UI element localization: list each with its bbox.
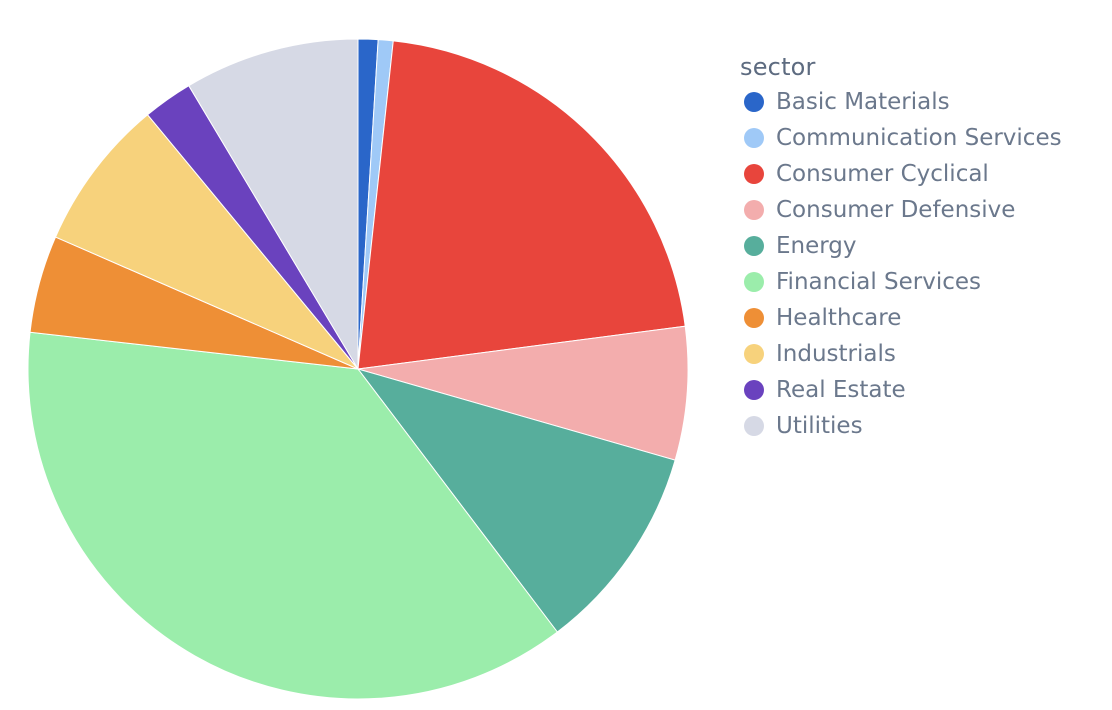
legend-swatch-icon (744, 344, 764, 364)
legend-item-healthcare[interactable]: Healthcare (740, 300, 1100, 336)
legend-item-basic-materials[interactable]: Basic Materials (740, 84, 1100, 120)
legend-item-real-estate[interactable]: Real Estate (740, 372, 1100, 408)
legend-label: Industrials (776, 341, 896, 367)
legend: sector Basic Materials Communication Serv… (740, 50, 1100, 444)
legend-swatch-icon (744, 272, 764, 292)
legend-label: Consumer Cyclical (776, 161, 989, 187)
legend-label: Energy (776, 233, 857, 259)
legend-label: Utilities (776, 413, 863, 439)
legend-swatch-icon (744, 308, 764, 328)
legend-label: Financial Services (776, 269, 982, 295)
legend-title: sector (740, 53, 816, 81)
pie-slice-utilities[interactable] (188, 38, 359, 371)
legend-item-consumer-cyclical[interactable]: Consumer Cyclical (740, 156, 1100, 192)
pie-slice-consumer-cyclical[interactable] (357, 40, 686, 370)
legend-label: Basic Materials (776, 89, 950, 115)
legend-label: Consumer Defensive (776, 197, 1016, 223)
legend-label: Real Estate (776, 377, 906, 403)
legend-item-consumer-defensive[interactable]: Consumer Defensive (740, 192, 1100, 228)
legend-item-financial-services[interactable]: Financial Services (740, 264, 1100, 300)
pie-slice-energy[interactable] (356, 368, 676, 633)
pie-slice-industrials[interactable] (54, 114, 359, 370)
legend-swatch-icon (744, 92, 764, 112)
legend-item-energy[interactable]: Energy (740, 228, 1100, 264)
legend-swatch-icon (744, 380, 764, 400)
legend-label: Healthcare (776, 305, 902, 331)
legend-label: Communication Services (776, 125, 1062, 151)
legend-item-industrials[interactable]: Industrials (740, 336, 1100, 372)
pie-slice-financial-services[interactable] (27, 331, 559, 700)
legend-swatch-icon (744, 128, 764, 148)
legend-swatch-icon (744, 416, 764, 436)
legend-swatch-icon (744, 200, 764, 220)
pie-slice-consumer-defensive[interactable] (357, 325, 689, 461)
legend-items: Basic Materials Communication Services Con… (740, 84, 1100, 444)
legend-swatch-icon (744, 164, 764, 184)
legend-item-utilities[interactable]: Utilities (740, 408, 1100, 444)
legend-item-communication-services[interactable]: Communication Services (740, 120, 1100, 156)
legend-swatch-icon (744, 236, 764, 256)
